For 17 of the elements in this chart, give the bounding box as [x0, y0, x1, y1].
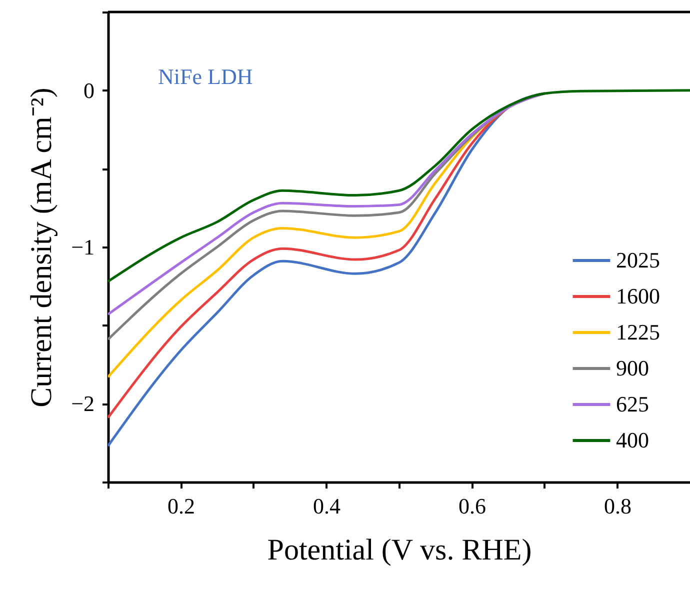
x-tick-label: 0.4	[313, 494, 340, 518]
x-axis-title: Potential (V vs. RHE)	[267, 534, 532, 566]
legend-label: 900	[616, 356, 649, 380]
legend-label: 1225	[616, 320, 660, 344]
legend-label: 1600	[616, 284, 660, 308]
legend-label: 625	[616, 392, 649, 416]
y-tick-label: 0	[84, 78, 94, 103]
x-tick-label: 0.2	[168, 494, 195, 518]
legend-label: 2025	[616, 248, 660, 272]
x-tick-label: 0.6	[458, 494, 486, 518]
y-axis-title: Current density (mA cm⁻²)	[25, 88, 58, 408]
x-tick-label: 0.8	[604, 494, 632, 518]
annotation: NiFe LDH	[158, 64, 253, 89]
line-series	[108, 89, 690, 283]
y-tick-label: −2	[71, 391, 94, 416]
legend-label: 400	[616, 428, 649, 452]
y-tick-label: −1	[71, 234, 94, 260]
